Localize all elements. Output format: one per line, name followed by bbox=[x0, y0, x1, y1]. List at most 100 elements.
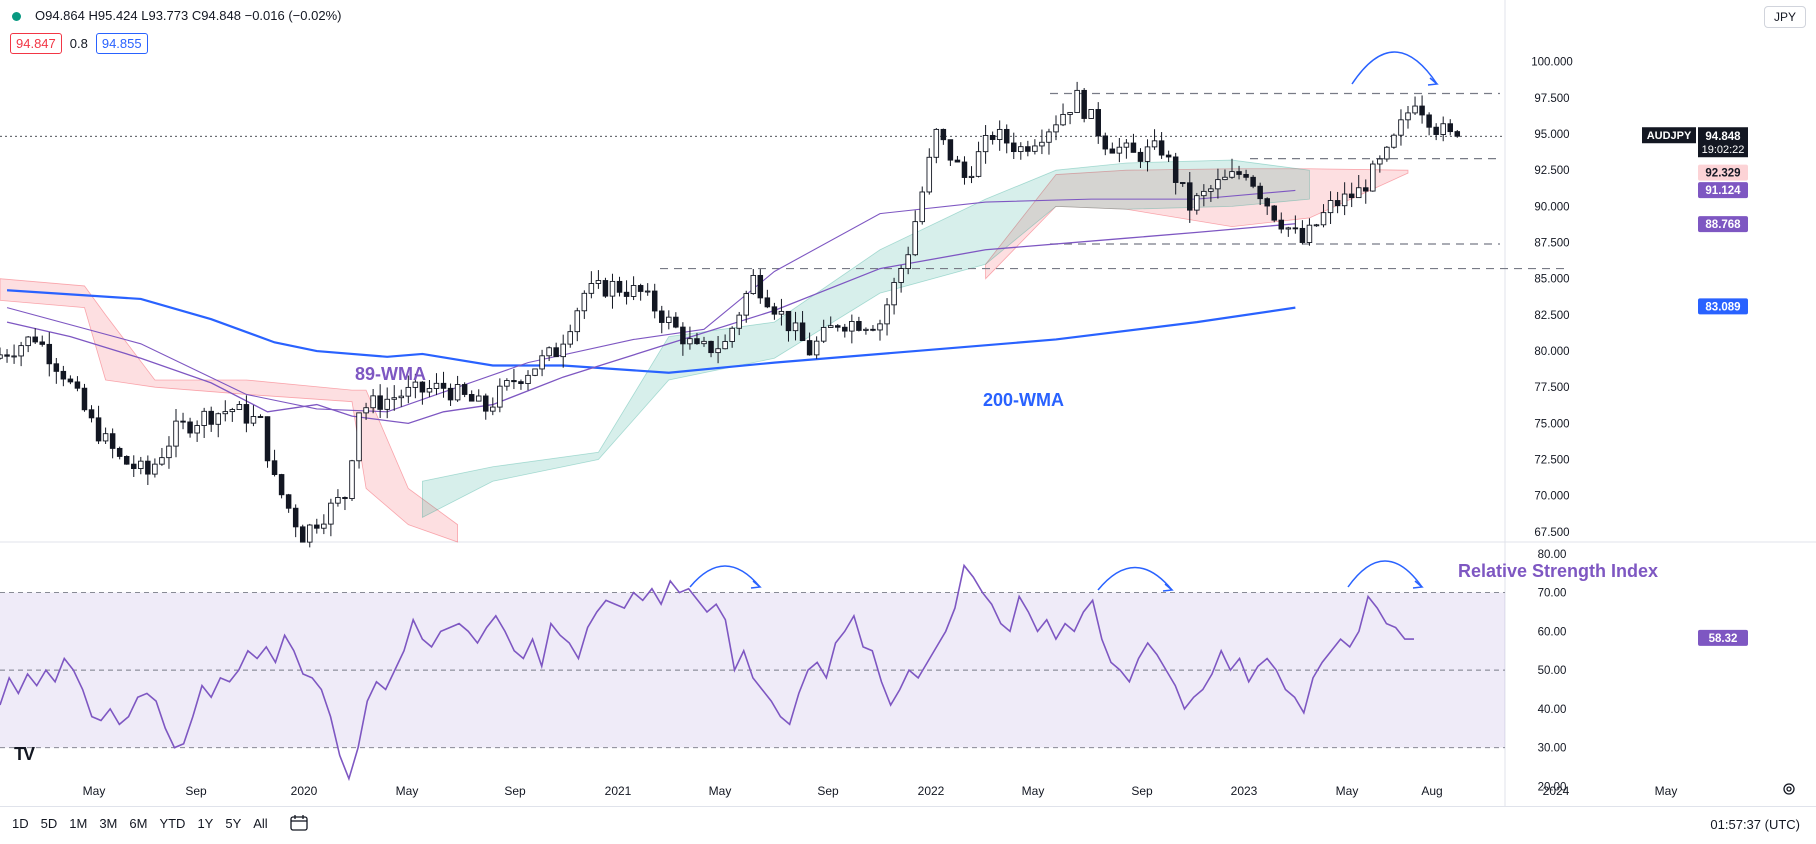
candle-body bbox=[1278, 219, 1285, 230]
symbol-tag bbox=[1642, 127, 1696, 144]
ask-price-tag[interactable]: 94.855 bbox=[95, 33, 148, 54]
candle-body bbox=[1264, 198, 1270, 207]
candle-body bbox=[799, 322, 806, 342]
time-tick-label: 2022 bbox=[918, 784, 945, 798]
candle-body bbox=[335, 497, 341, 504]
candle-body bbox=[933, 128, 940, 158]
range-button-1y[interactable]: 1Y bbox=[197, 816, 214, 831]
candle-body bbox=[25, 336, 31, 347]
rsi-tick-label: 40.00 bbox=[1538, 704, 1567, 716]
candle-body bbox=[497, 385, 503, 408]
time-tick-label: Sep bbox=[185, 784, 207, 798]
candle-body bbox=[1123, 142, 1130, 148]
candle-body bbox=[11, 355, 17, 358]
candle-body bbox=[1187, 182, 1193, 211]
calendar-icon[interactable] bbox=[290, 815, 308, 831]
range-button-6m[interactable]: 6M bbox=[129, 816, 148, 831]
gear-icon[interactable] bbox=[1782, 782, 1796, 796]
range-buttons: 1D 5D 1M 3M 6M YTD 1Y 5Y All bbox=[12, 816, 268, 831]
candle-body bbox=[729, 327, 735, 342]
candle-body bbox=[1341, 193, 1348, 207]
candle-body bbox=[1355, 187, 1362, 199]
time-tick-label: 2021 bbox=[605, 784, 632, 798]
candle-body bbox=[299, 526, 306, 543]
candle-body bbox=[1433, 126, 1439, 135]
rsi-arrow-3 bbox=[1347, 560, 1423, 588]
candle-body bbox=[0, 354, 3, 359]
annotations: 89-WMA 200-WMA bbox=[355, 51, 1439, 592]
candle-body bbox=[208, 410, 214, 425]
candle-body bbox=[982, 134, 989, 153]
candle-body bbox=[60, 370, 67, 380]
bid-price-tag[interactable]: 94.847 bbox=[10, 33, 62, 54]
range-button-1d[interactable]: 1D bbox=[12, 816, 29, 831]
range-button-all[interactable]: All bbox=[253, 816, 268, 831]
range-button-5y[interactable]: 5Y bbox=[225, 816, 242, 831]
market-status-icon bbox=[12, 12, 21, 22]
price-tick-label: 92.500 bbox=[1534, 165, 1569, 177]
time-axis[interactable]: May Sep 2020 May Sep 2021 May Sep 2022 May Sep 2023… bbox=[83, 784, 1678, 798]
candle-body bbox=[560, 343, 566, 358]
candle-body bbox=[785, 310, 792, 332]
candle-body bbox=[1299, 227, 1306, 243]
price-tick-label: 70.000 bbox=[1534, 491, 1569, 503]
bar-countdown: 19:02:22 bbox=[1702, 144, 1745, 156]
candle-body bbox=[1172, 156, 1179, 183]
candle-body bbox=[250, 416, 257, 424]
range-button-5d[interactable]: 5D bbox=[40, 816, 58, 831]
candle-body bbox=[138, 460, 144, 469]
candle-body bbox=[532, 368, 538, 376]
candle-body bbox=[1116, 146, 1123, 154]
price-tick-label: 87.500 bbox=[1534, 238, 1569, 250]
price-tick-label: 82.500 bbox=[1534, 310, 1569, 322]
candle-body bbox=[433, 382, 440, 389]
candle-body bbox=[1074, 89, 1080, 113]
chart-canvas[interactable]: 80.00 70.00 60.00 50.00 40.00 30.00 20.00 58.32… bbox=[0, 0, 1816, 806]
price-tick-label: 97.500 bbox=[1534, 93, 1569, 105]
candle-body bbox=[961, 161, 968, 178]
price-tick-label: 80.000 bbox=[1534, 346, 1569, 358]
candle-body bbox=[1067, 112, 1073, 115]
range-button-3m[interactable]: 3M bbox=[99, 816, 118, 831]
utc-clock[interactable]: 01:57:37 (UTC) bbox=[1710, 817, 1800, 832]
candle-body bbox=[813, 340, 820, 356]
candle-body bbox=[342, 497, 348, 500]
candle-body bbox=[581, 292, 588, 312]
candle-body bbox=[792, 322, 799, 332]
candle-body bbox=[1257, 185, 1263, 200]
candle-body bbox=[215, 413, 221, 425]
range-button-1m[interactable]: 1M bbox=[69, 816, 88, 831]
time-tick-label: 2024 bbox=[1543, 784, 1570, 798]
candle-body bbox=[623, 291, 630, 297]
bid-ask-tags[interactable]: 94.847 0.8 94.855 bbox=[10, 33, 148, 54]
candle-body bbox=[1053, 124, 1059, 133]
candle-body bbox=[328, 502, 334, 525]
series-value-tag bbox=[1698, 298, 1748, 315]
time-tick-label: May bbox=[1022, 784, 1045, 798]
candle-body bbox=[1194, 195, 1200, 211]
candle-body bbox=[1109, 148, 1116, 154]
range-button-ytd[interactable]: YTD bbox=[159, 816, 186, 831]
candle-body bbox=[1454, 131, 1461, 137]
candle-body bbox=[447, 387, 454, 401]
candle-body bbox=[32, 336, 38, 343]
candle-body bbox=[539, 355, 545, 370]
candle-body bbox=[1363, 187, 1369, 192]
candle-body bbox=[842, 326, 848, 332]
candle-body bbox=[1130, 142, 1137, 153]
candle-body bbox=[1144, 146, 1151, 162]
tradingview-logo-icon: TV bbox=[14, 744, 35, 764]
candle-body bbox=[1095, 109, 1101, 137]
candle-body bbox=[673, 316, 679, 328]
symbol-name: AUDJPY bbox=[1647, 130, 1692, 142]
candle-body bbox=[954, 159, 961, 163]
rsi-title: Relative Strength Index bbox=[1458, 561, 1658, 581]
currency-selector[interactable]: JPY bbox=[1763, 6, 1806, 28]
candle-body bbox=[1377, 158, 1383, 165]
price-axis[interactable]: 100.000 97.500 95.000 92.500 90.000 87.500 85.… bbox=[1531, 57, 1748, 539]
candle-body bbox=[1018, 146, 1024, 153]
series-value-label: 91.124 bbox=[1705, 185, 1741, 197]
candle-body bbox=[67, 378, 74, 383]
candle-body bbox=[644, 290, 651, 293]
candle-body bbox=[1236, 171, 1242, 175]
